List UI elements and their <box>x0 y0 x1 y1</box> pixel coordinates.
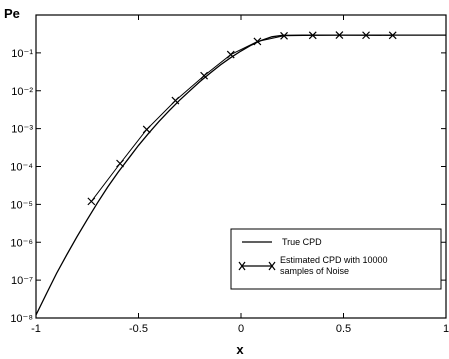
y-tick-label: 10⁻⁴ <box>10 162 33 174</box>
estimated-cpd-marker <box>308 31 317 40</box>
y-tick-label: 10⁻³ <box>11 124 33 136</box>
y-tick-label: 10⁻² <box>11 86 33 98</box>
estimated-cpd-marker <box>142 125 151 134</box>
legend-label-estimated-cpd-box: Estimated CPD with 10000 samples of Nois… <box>280 255 388 276</box>
x-axis-title: x <box>236 342 244 357</box>
series-layer <box>35 31 446 316</box>
legend-swatch-estimated-cpd <box>238 261 276 271</box>
estimated-cpd-marker <box>226 50 235 59</box>
x-tick-label: -1 <box>31 323 41 335</box>
legend-label-estimated-cpd: Estimated CPD with 10000 samples of Nois… <box>280 255 388 276</box>
x-tick-label: 1 <box>443 323 449 335</box>
y-tick-label: 10⁻¹ <box>11 48 33 60</box>
estimated-cpd-marker <box>87 197 96 206</box>
estimated-cpd-marker <box>116 159 124 168</box>
legend-box <box>230 228 442 290</box>
legend-label-true-cpd: True CPD <box>282 237 322 247</box>
y-tick-label: 10⁻⁷ <box>11 275 33 287</box>
estimated-cpd-marker <box>388 31 397 40</box>
estimated-cpd-marker <box>335 31 344 40</box>
x-tick-label: 0.5 <box>336 323 351 335</box>
y-tick-label: 10⁻⁵ <box>10 199 33 211</box>
y-tick-label: 10⁻⁸ <box>10 313 33 325</box>
estimated-cpd-marker <box>280 31 288 40</box>
x-tick-label: -0.5 <box>129 323 148 335</box>
series-line-estimated-cpd <box>90 34 393 202</box>
estimated-cpd-marker <box>253 37 262 46</box>
x-tick-label: 0 <box>238 323 244 335</box>
estimated-cpd-marker <box>200 71 209 80</box>
y-axis-title: Pe <box>4 6 20 21</box>
y-tick-label: 10⁻⁶ <box>10 237 33 249</box>
ticks-layer: -1 -0.5 0 0.5 1 10⁻⁸ 10⁻⁷ 10⁻⁶ 10⁻⁵ 10⁻⁴ 10⁻³ 10⁻² 1… <box>10 15 449 335</box>
legend: True CPD Estimated CPD with 10000 sample… <box>230 228 442 290</box>
estimated-cpd-marker <box>171 96 180 105</box>
estimated-cpd-marker <box>362 31 370 40</box>
